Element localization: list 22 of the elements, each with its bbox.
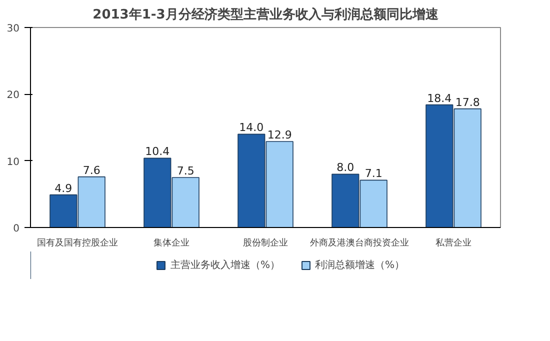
x-tick-label: 股份制企业 <box>243 238 288 248</box>
text: 7.5 <box>176 164 194 178</box>
x-tick-label: 私营企业 <box>436 238 472 248</box>
text: 4.9 <box>54 182 72 195</box>
chart-title: 2013年1-3月分经济类型主营业务收入与利润总额同比增速 <box>92 6 440 22</box>
text: 10.4 <box>145 145 170 158</box>
legend-label: 利润总额增速（%） <box>315 258 405 272</box>
text: 7.6 <box>82 164 100 177</box>
text: 17.8 <box>455 96 480 109</box>
y-tick-label: 0 <box>13 224 20 234</box>
y-tick-label: 10 <box>6 156 20 168</box>
x-tick-label: 国有及国有控股企业 <box>37 238 118 248</box>
text: 7.1 <box>364 167 382 180</box>
text: 14.0 <box>239 121 264 134</box>
y-tick-label: 20 <box>6 90 20 102</box>
text: 18.4 <box>427 92 452 105</box>
x-tick-label: 集体企业 <box>154 238 190 248</box>
legend-label: 主营业务收入增速（%） <box>170 258 280 272</box>
text: 12.9 <box>267 128 292 142</box>
y-tick-label: 30 <box>6 24 20 34</box>
text: 8.0 <box>336 161 354 174</box>
x-tick-label: 外商及港澳台商投资企业 <box>310 238 409 248</box>
